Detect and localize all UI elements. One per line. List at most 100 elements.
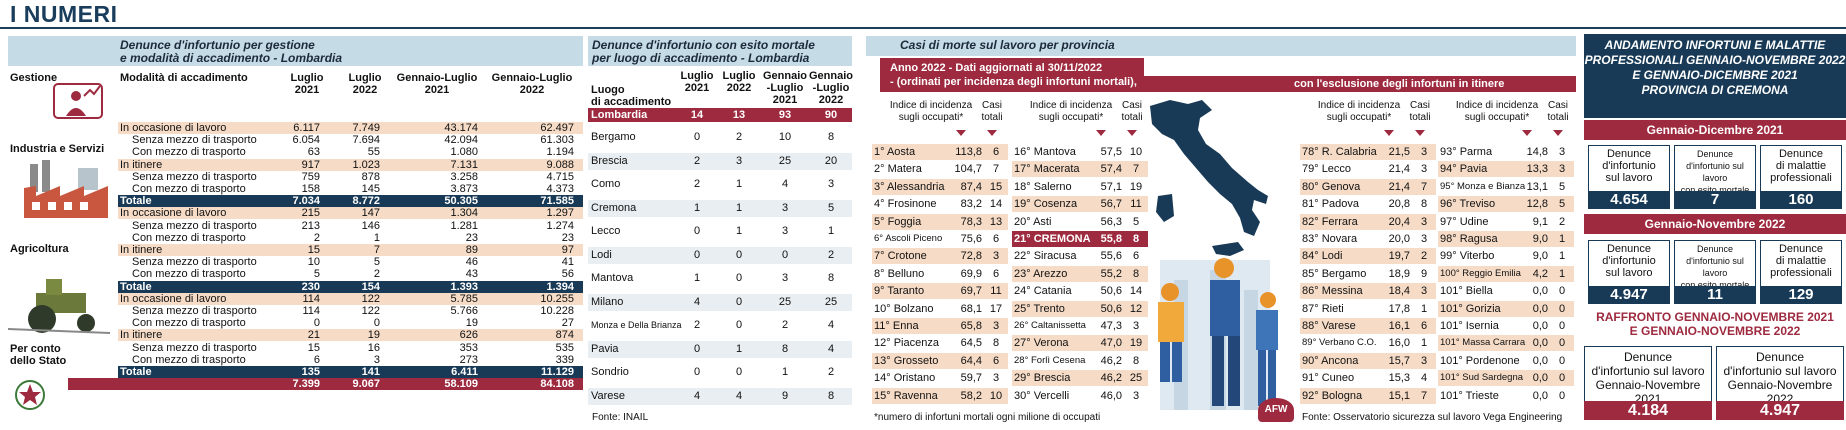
incidence-value: 20,0	[1388, 233, 1410, 245]
incidence-value: 15,1	[1388, 389, 1410, 402]
panel1-title-line1: Denunce d'infortunio per gestione	[120, 38, 315, 52]
box-2021-infortuni: Denunce d'infortunio sul lavoro 4.654	[1588, 145, 1670, 209]
cell-value: 6.411	[451, 366, 478, 378]
table-row: 12° Piacenza 64,5 8	[872, 335, 1008, 351]
grand-total-value: 7.399	[292, 378, 320, 391]
table-row: 83° Novara 20,0 3	[1300, 231, 1436, 247]
row-label: Senza mezzo di trasporto	[132, 341, 257, 354]
incidence-value: 55,2	[1100, 267, 1122, 280]
cell-value: 56	[561, 268, 574, 281]
table-row: 11° Enna 65,8 3	[872, 318, 1008, 334]
incidence-value: 21,4	[1388, 163, 1410, 176]
cell-value: 2	[693, 319, 701, 331]
province-name: 13° Grosseto	[874, 354, 939, 367]
cases-value: 19	[1129, 337, 1143, 350]
table-row: 101° Pordenone 0,0 0	[1438, 353, 1574, 369]
row-label-total: Totale	[120, 280, 152, 293]
incidence-value: 55,8	[1100, 233, 1122, 245]
table-row: In occasione di lavoro 114 122 5.785 10.255	[118, 292, 583, 305]
cell-value: 3	[735, 154, 743, 167]
table-row: 80° Genova 21,4 7	[1300, 178, 1436, 195]
row-label: Con mezzo di trasporto	[132, 353, 246, 366]
sort-arrow-icon	[956, 130, 966, 136]
place-name: Milano	[591, 295, 624, 308]
province-name: 101° Gorizia	[1440, 302, 1501, 315]
cases-value: 25	[1129, 372, 1143, 385]
table-row: 97° Udine 9,1 2	[1438, 214, 1574, 230]
cell-value: 43.174	[444, 122, 478, 134]
incidence-value: 64,4	[960, 354, 982, 367]
cell-value: 2	[781, 319, 789, 331]
incidence-value: 14,8	[1526, 146, 1548, 158]
cases-value: 1	[1558, 250, 1566, 263]
cases-value: 4	[1420, 372, 1428, 385]
sort-arrow-icon	[1522, 130, 1532, 136]
table-row: 28° Forlì Cesena 46,2 8	[1012, 353, 1148, 369]
table-row: 29° Brescia 46,2 25	[1012, 370, 1148, 387]
cell-value: 4.373	[546, 183, 574, 195]
province-name: 100° Reggio Emilia	[1440, 267, 1521, 279]
table-row: Sondrio 0 0 1 2	[588, 364, 852, 381]
panel3-subtitle-box: Anno 2022 - Dati aggiornati al 30/11/202…	[880, 58, 1144, 92]
table-row: In occasione di lavoro 215 147 1.304 1.297	[118, 207, 583, 220]
province-name: 99° Viterbo	[1440, 250, 1495, 263]
cell-value: 10	[307, 256, 320, 269]
box-2021-malattie: Denunce di malattie professionali 160	[1760, 145, 1842, 209]
cases-value: 1	[1558, 233, 1566, 245]
incidence-value: 104,7	[954, 163, 982, 176]
incidence-value: 16,0	[1388, 337, 1410, 350]
incidence-value: 57,5	[1100, 146, 1122, 158]
cell-value: 141	[361, 366, 380, 378]
incidence-value: 0,0	[1532, 320, 1548, 332]
table-row: 92° Bologna 15,1 7	[1300, 387, 1436, 404]
place-name: Bergamo	[591, 131, 636, 143]
incidence-value: 87,4	[960, 180, 982, 193]
cases-value: 11	[1130, 198, 1142, 211]
cell-value: 97	[561, 244, 574, 256]
table-row: 23° Arezzo 55,2 8	[1012, 265, 1148, 282]
cell-value: 122	[361, 305, 380, 317]
col-gl-2021: Gennaio-Luglio 2021	[396, 72, 478, 96]
province-name: 78° R. Calabria	[1302, 146, 1377, 158]
cell-value: 2	[373, 268, 380, 281]
box-2022-malattie: Denunce di malattie professionali 129	[1760, 240, 1842, 304]
cell-value: 11.129	[540, 366, 574, 378]
cell-value: 1.281	[450, 219, 478, 232]
province-name: 2° Matera	[874, 163, 922, 176]
province-name: 4° Frosinone	[874, 198, 937, 211]
province-name: 82° Ferrara	[1302, 215, 1358, 228]
incidence-value: 15,3	[1388, 372, 1410, 385]
province-name: 81° Padova	[1302, 198, 1359, 211]
compare-box-2021: Denunce d'infortunio sul lavoro Gennaio-No…	[1584, 346, 1712, 420]
cell-value: 27	[561, 317, 574, 330]
sort-arrow-icon	[1384, 130, 1394, 136]
province-name: 23° Arezzo	[1014, 267, 1068, 280]
incidence-value: 50,6	[1100, 285, 1122, 298]
table-row: 79° Lecco 21,4 3	[1300, 161, 1436, 177]
table-row: 85° Bergamo 18,9 9	[1300, 266, 1436, 282]
cell-value: 135	[301, 366, 320, 378]
sort-arrow-icon	[987, 130, 997, 136]
incidence-value: 12,8	[1526, 198, 1548, 211]
val-2022-infortuni: 4.947	[1588, 286, 1670, 304]
cell-value: 0	[693, 225, 701, 237]
cell-value: 1.304	[450, 207, 478, 220]
cases-value: 3	[1132, 389, 1140, 402]
cases-value: 17	[989, 302, 1003, 315]
cell-value: 0	[693, 366, 701, 378]
total-row: Totale 135 141 6.411 11.129	[118, 366, 583, 378]
sec-2021-bar: Gennaio-Dicembre 2021	[1584, 120, 1846, 140]
row-label: In occasione di lavoro	[120, 207, 227, 220]
place-name: Brescia	[591, 154, 628, 167]
province-name: 28° Forlì Cesena	[1014, 354, 1086, 366]
incidence-value: 4,2	[1532, 267, 1548, 280]
province-name: 90° Ancona	[1302, 354, 1359, 367]
val-2021-infortuni: 4.654	[1588, 191, 1670, 209]
cases-value: 3	[1420, 233, 1428, 245]
place-name: Como	[591, 178, 621, 190]
province-name: 101° Biella	[1440, 285, 1493, 298]
panel3-header: Casi di morte sul lavoro per provincia	[866, 36, 1576, 56]
cell-value: 7.749	[352, 122, 380, 134]
province-name: 92° Bologna	[1302, 389, 1363, 402]
table-row: 20° Asti 56,3 5	[1012, 214, 1148, 230]
